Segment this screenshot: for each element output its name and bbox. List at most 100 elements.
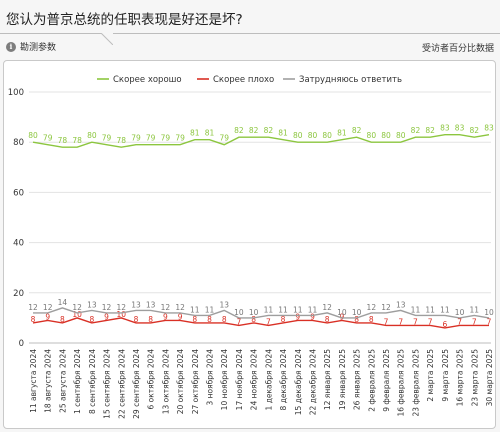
data-label: 81 (278, 129, 288, 138)
data-label: 80 (87, 131, 97, 140)
x-tick-label: 2 февраля 2025 (367, 349, 376, 412)
x-tick-label: 19 января 2025 (338, 349, 347, 410)
data-label: 82 (352, 126, 362, 135)
data-label: 10 (116, 310, 126, 319)
data-label: 8 (222, 315, 227, 324)
x-tick-label: 10 ноября 2024 (220, 349, 229, 411)
y-tick-label: 100 (8, 88, 24, 98)
data-label: 7 (487, 317, 492, 326)
data-label: 79 (43, 134, 53, 143)
data-label: 80 (322, 131, 332, 140)
data-label: 10 (249, 308, 259, 317)
data-label: 11 (278, 305, 288, 314)
y-tick-label: 60 (13, 188, 24, 198)
data-label: 8 (60, 315, 65, 324)
data-label: 11 (440, 305, 450, 314)
data-label: 12 (161, 303, 171, 312)
data-label: 10 (484, 308, 494, 317)
data-label: 80 (293, 131, 303, 140)
line-chart: 0 20 40 60 80 100 Скорее хорошо Скорее плохо Зат… (8, 75, 494, 419)
data-label: 10 (72, 310, 82, 319)
y-tick-label: 20 (13, 289, 24, 299)
data-label: 78 (116, 136, 126, 145)
data-label: 14 (58, 298, 68, 307)
series-line (32, 133, 490, 148)
legend-label: Затрудняюсь ответить (299, 75, 402, 85)
data-label: 82 (249, 126, 259, 135)
data-label: 12 (381, 303, 391, 312)
data-label: 83 (484, 124, 494, 133)
x-tick-label: 13 октября 2024 (161, 349, 170, 415)
data-label: 79 (102, 134, 112, 143)
series-line (33, 307, 490, 319)
x-tick-label: 20 октября 2024 (176, 349, 185, 415)
data-label: 82 (411, 126, 421, 135)
data-label: 80 (381, 131, 391, 140)
x-tick-label: 3 ноября 2024 (206, 349, 215, 406)
data-label: 6 (442, 320, 447, 329)
data-label: 81 (337, 129, 347, 138)
data-label: 80 (308, 131, 318, 140)
data-label: 7 (398, 317, 403, 326)
title-divider-right (113, 33, 500, 34)
data-label: 12 (43, 303, 53, 312)
data-label: 78 (72, 136, 82, 145)
data-label: 12 (175, 303, 185, 312)
page-title: 您认为普京总统的任职表现是好还是坏? (6, 12, 243, 28)
data-label: 10 (337, 308, 347, 317)
x-tick-label: 15 декабря 2024 (294, 349, 303, 415)
data-label: 80 (367, 131, 377, 140)
x-tick-label: 12 января 2025 (323, 349, 332, 410)
series-line (32, 317, 489, 329)
data-label: 8 (192, 315, 197, 324)
data-label: 9 (163, 312, 168, 321)
data-label: 82 (264, 126, 274, 135)
data-label: 12 (116, 303, 126, 312)
data-label: 10 (455, 308, 465, 317)
x-tick-label: 23 февраля 2025 (411, 349, 420, 417)
data-label: 9 (340, 312, 345, 321)
data-label: 79 (146, 134, 156, 143)
x-tick-label: 9 марта 2025 (441, 349, 450, 402)
x-tick-label: 26 января 2025 (353, 349, 362, 410)
data-label: 13 (131, 300, 141, 309)
data-label: 11 (264, 305, 274, 314)
data-label: 7 (428, 317, 433, 326)
x-tick-label: 16 марта 2025 (456, 349, 465, 407)
data-label: 7 (457, 317, 462, 326)
x-tick-label: 29 сентября 2024 (132, 349, 141, 419)
y-tick-label: 0 (19, 339, 24, 349)
x-tick-label: 8 сентября 2024 (88, 349, 97, 414)
x-tick-label: 6 октября 2024 (147, 349, 156, 410)
data-label: 11 (470, 305, 480, 314)
x-tick-label: 27 октября 2024 (191, 349, 200, 415)
data-label: 7 (413, 317, 418, 326)
data-label: 11 (425, 305, 435, 314)
data-label: 11 (190, 305, 200, 314)
data-label: 83 (455, 124, 465, 133)
x-tick-label: 9 февраля 2025 (382, 349, 391, 412)
data-label: 8 (134, 315, 139, 324)
data-label: 81 (190, 129, 200, 138)
data-label: 9 (310, 312, 315, 321)
x-tick-label: 30 марта 2025 (485, 349, 494, 407)
unit-label: 受访者百分比数据 (421, 44, 494, 54)
data-label: 79 (219, 134, 229, 143)
x-tick-label: 18 августа 2024 (44, 349, 53, 413)
data-label: 12 (322, 303, 332, 312)
data-label: 8 (207, 315, 212, 324)
title-notch-decoration (101, 33, 113, 45)
x-tick-label: 1 декабря 2024 (264, 349, 273, 411)
x-tick-label: 24 ноября 2024 (250, 349, 259, 411)
info-icon: i (6, 41, 16, 52)
data-label: 9 (178, 312, 183, 321)
survey-options-label: 勘测参数 (20, 43, 57, 53)
x-tick-label: 17 ноября 2024 (235, 349, 244, 411)
data-label: 9 (45, 312, 50, 321)
x-tick-label: 2 марта 2025 (426, 349, 435, 402)
data-label: 12 (367, 303, 377, 312)
data-label: 79 (161, 134, 171, 143)
data-label: 83 (440, 124, 450, 133)
data-label: 7 (266, 317, 271, 326)
survey-options-button[interactable]: i 勘测参数 (6, 40, 56, 53)
